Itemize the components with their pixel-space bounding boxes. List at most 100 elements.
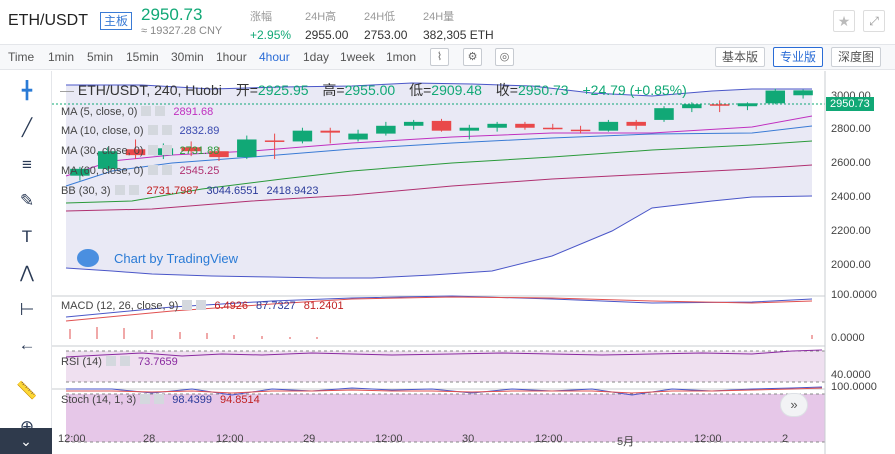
high-label: 24H高	[305, 11, 337, 23]
pair-name[interactable]: ETH/USDT	[8, 12, 88, 29]
close-icon[interactable]	[128, 185, 139, 195]
candle-body	[237, 139, 257, 158]
close-icon[interactable]	[155, 106, 166, 116]
candle-body	[459, 127, 480, 131]
fib-icon[interactable]: ≡	[22, 155, 32, 174]
low-label-legend: 低=	[409, 82, 432, 98]
close-icon[interactable]	[154, 394, 165, 404]
ma30-legend[interactable]: MA (30, close, 0) 2731.88	[61, 145, 219, 157]
price-axis-label: 2400.00	[831, 191, 871, 203]
interval-1week[interactable]: 1week	[340, 50, 375, 64]
back-arrow-icon[interactable]: ←	[18, 335, 36, 354]
candle-body	[487, 123, 507, 128]
bb-legend[interactable]: BB (30, 3) 2731.7987 3044.6551 2418.9423	[61, 185, 319, 197]
interval-1min[interactable]: 1min	[48, 50, 75, 64]
close-icon[interactable]	[161, 145, 172, 155]
stoch-value-1: 98.4399	[172, 394, 212, 406]
price-chart[interactable]	[52, 71, 895, 454]
measure-icon[interactable]: ⊢	[19, 300, 35, 319]
collapse-chevron-icon[interactable]: ⌄	[0, 428, 52, 454]
interval-5min[interactable]: 5min	[87, 50, 114, 64]
change-legend: +24.79 (+0.85%)	[582, 82, 687, 98]
close-icon[interactable]	[161, 125, 172, 135]
interval-1day[interactable]: 1day	[303, 50, 330, 64]
candle-body	[682, 104, 702, 109]
close-icon[interactable]	[196, 300, 207, 310]
macd-label: MACD (12, 26, close, 9)	[61, 300, 179, 312]
candle-body	[403, 121, 424, 126]
time-axis-label: 12:00	[375, 433, 403, 445]
close-icon[interactable]	[119, 356, 130, 366]
ma5-label: MA (5, close, 0)	[61, 106, 138, 118]
drawing-toolbar: ╋ ╱ ≡ ✎ T ⋀ ⊢ ← 📏 ⊕	[0, 71, 52, 454]
volume-label: 24H量	[423, 11, 455, 23]
stoch-legend[interactable]: Stoch (14, 1, 3) 98.4399 94.8514	[61, 394, 260, 406]
high-label-legend: 高=	[322, 82, 345, 98]
settings-icon[interactable]	[140, 394, 151, 404]
interval-15min[interactable]: 15min	[126, 50, 159, 64]
candle-body	[70, 168, 90, 176]
depth-chart-button[interactable]: 深度图	[831, 47, 882, 67]
scroll-right-icon[interactable]: »	[780, 393, 808, 417]
bollinger-upper	[66, 82, 812, 97]
low-stat: 24H低 2753.00	[364, 8, 407, 42]
low-value: 2753.00	[364, 28, 408, 42]
settings-icon[interactable]: ⚙	[463, 48, 482, 66]
ma5-value: 2891.68	[173, 106, 214, 118]
close-icon[interactable]	[161, 165, 172, 175]
basic-version-button[interactable]: 基本版	[715, 47, 766, 67]
time-axis-label: 2	[782, 433, 789, 445]
settings-icon[interactable]	[114, 185, 125, 195]
low-label: 24H低	[364, 11, 396, 23]
candle-body	[209, 151, 229, 158]
screenshot-icon[interactable]: ◎	[495, 48, 514, 66]
tradingview-logo-icon	[77, 249, 99, 267]
bb-value-3: 2418.9423	[266, 185, 319, 197]
expand-icon[interactable]: ⤢	[863, 10, 885, 32]
volume-stat: 24H量 382,305 ETH	[423, 8, 494, 42]
candle-body	[97, 151, 118, 169]
change-value: +2.95%	[250, 28, 292, 42]
interval-time[interactable]: Time	[8, 50, 35, 64]
settings-icon[interactable]	[141, 106, 152, 116]
ma60-legend[interactable]: MA (60, close, 0) 2545.25	[61, 165, 219, 177]
crosshair-icon[interactable]: ╋	[21, 81, 33, 100]
ruler-icon[interactable]: 📏	[16, 381, 38, 400]
pro-version-button[interactable]: 专业版	[773, 47, 824, 67]
candle-body	[626, 121, 646, 126]
current-price-tag: 2950.73	[826, 97, 874, 111]
settings-icon[interactable]	[147, 125, 158, 135]
settings-icon[interactable]	[182, 300, 193, 310]
time-axis-label: 12:00	[535, 433, 563, 445]
text-icon[interactable]: T	[21, 227, 33, 246]
pattern-icon[interactable]: ⋀	[20, 263, 34, 282]
interval-1hour[interactable]: 1hour	[216, 50, 247, 64]
ma60-value: 2545.25	[179, 165, 220, 177]
interval-4hour[interactable]: 4hour	[259, 50, 290, 64]
tradingview-watermark[interactable]: Chart by TradingView	[114, 251, 239, 266]
trendline-icon[interactable]: ╱	[21, 118, 33, 137]
settings-icon[interactable]	[147, 145, 158, 155]
ma10-line	[65, 125, 813, 187]
time-axis-label: 12:00	[694, 433, 722, 445]
high-value: 2955.00	[305, 28, 349, 42]
ma60-line	[65, 164, 813, 212]
change-stat: 涨幅 +2.95%	[250, 8, 291, 42]
ma5-legend[interactable]: MA (5, close, 0) 2891.68	[61, 106, 213, 118]
open-label: 开=	[235, 82, 258, 98]
ma10-legend[interactable]: MA (10, close, 0) 2832.89	[61, 125, 219, 137]
ticker-header: ETH/USDT 主板 2950.73 ≈ 19327.28 CNY 涨幅 +2…	[0, 0, 895, 44]
settings-icon[interactable]	[147, 165, 158, 175]
candle-body	[431, 120, 452, 131]
star-icon[interactable]: ★	[833, 10, 855, 32]
time-axis-label: 28	[143, 433, 156, 445]
settings-icon[interactable]	[105, 356, 116, 366]
interval-1mon[interactable]: 1mon	[386, 50, 417, 64]
macd-legend[interactable]: MACD (12, 26, close, 9) 6.4926 87.7327 81.2…	[61, 300, 344, 312]
brush-icon[interactable]: ✎	[19, 191, 35, 210]
interval-30min[interactable]: 30min	[171, 50, 204, 64]
candle-body	[570, 129, 591, 132]
bollinger-band	[66, 83, 812, 278]
chart-type-icon[interactable]: ⌇	[430, 48, 449, 66]
rsi-legend[interactable]: RSI (14) 73.7659	[61, 356, 178, 368]
